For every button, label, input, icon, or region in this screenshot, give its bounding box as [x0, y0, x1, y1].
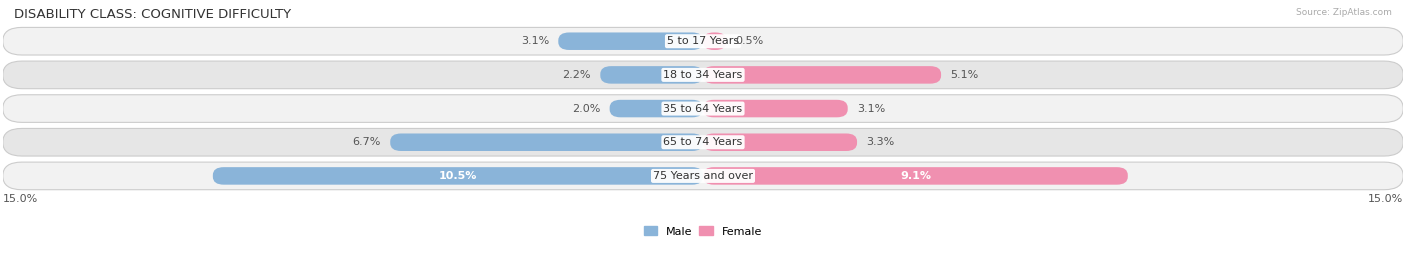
Text: 0.5%: 0.5%: [735, 36, 763, 46]
Text: 2.0%: 2.0%: [572, 104, 600, 114]
FancyBboxPatch shape: [3, 28, 1403, 55]
FancyBboxPatch shape: [703, 133, 858, 151]
FancyBboxPatch shape: [3, 129, 1403, 156]
FancyBboxPatch shape: [610, 100, 703, 117]
FancyBboxPatch shape: [212, 167, 703, 185]
Text: 35 to 64 Years: 35 to 64 Years: [664, 104, 742, 114]
Text: 5 to 17 Years: 5 to 17 Years: [666, 36, 740, 46]
Text: 2.2%: 2.2%: [562, 70, 591, 80]
Text: 75 Years and over: 75 Years and over: [652, 171, 754, 181]
Text: 3.1%: 3.1%: [858, 104, 886, 114]
Text: 3.1%: 3.1%: [520, 36, 548, 46]
Text: 9.1%: 9.1%: [900, 171, 931, 181]
Text: 15.0%: 15.0%: [3, 194, 38, 204]
FancyBboxPatch shape: [703, 167, 1128, 185]
FancyBboxPatch shape: [703, 100, 848, 117]
Legend: Male, Female: Male, Female: [640, 222, 766, 241]
Text: 3.3%: 3.3%: [866, 137, 894, 147]
Text: 65 to 74 Years: 65 to 74 Years: [664, 137, 742, 147]
FancyBboxPatch shape: [703, 66, 941, 84]
FancyBboxPatch shape: [3, 162, 1403, 190]
FancyBboxPatch shape: [3, 95, 1403, 122]
FancyBboxPatch shape: [558, 32, 703, 50]
FancyBboxPatch shape: [391, 133, 703, 151]
Text: 18 to 34 Years: 18 to 34 Years: [664, 70, 742, 80]
FancyBboxPatch shape: [703, 32, 727, 50]
Text: 5.1%: 5.1%: [950, 70, 979, 80]
Text: 15.0%: 15.0%: [1368, 194, 1403, 204]
FancyBboxPatch shape: [600, 66, 703, 84]
Text: 6.7%: 6.7%: [353, 137, 381, 147]
FancyBboxPatch shape: [3, 61, 1403, 89]
Text: Source: ZipAtlas.com: Source: ZipAtlas.com: [1296, 8, 1392, 17]
Text: 10.5%: 10.5%: [439, 171, 477, 181]
Text: DISABILITY CLASS: COGNITIVE DIFFICULTY: DISABILITY CLASS: COGNITIVE DIFFICULTY: [14, 8, 291, 21]
